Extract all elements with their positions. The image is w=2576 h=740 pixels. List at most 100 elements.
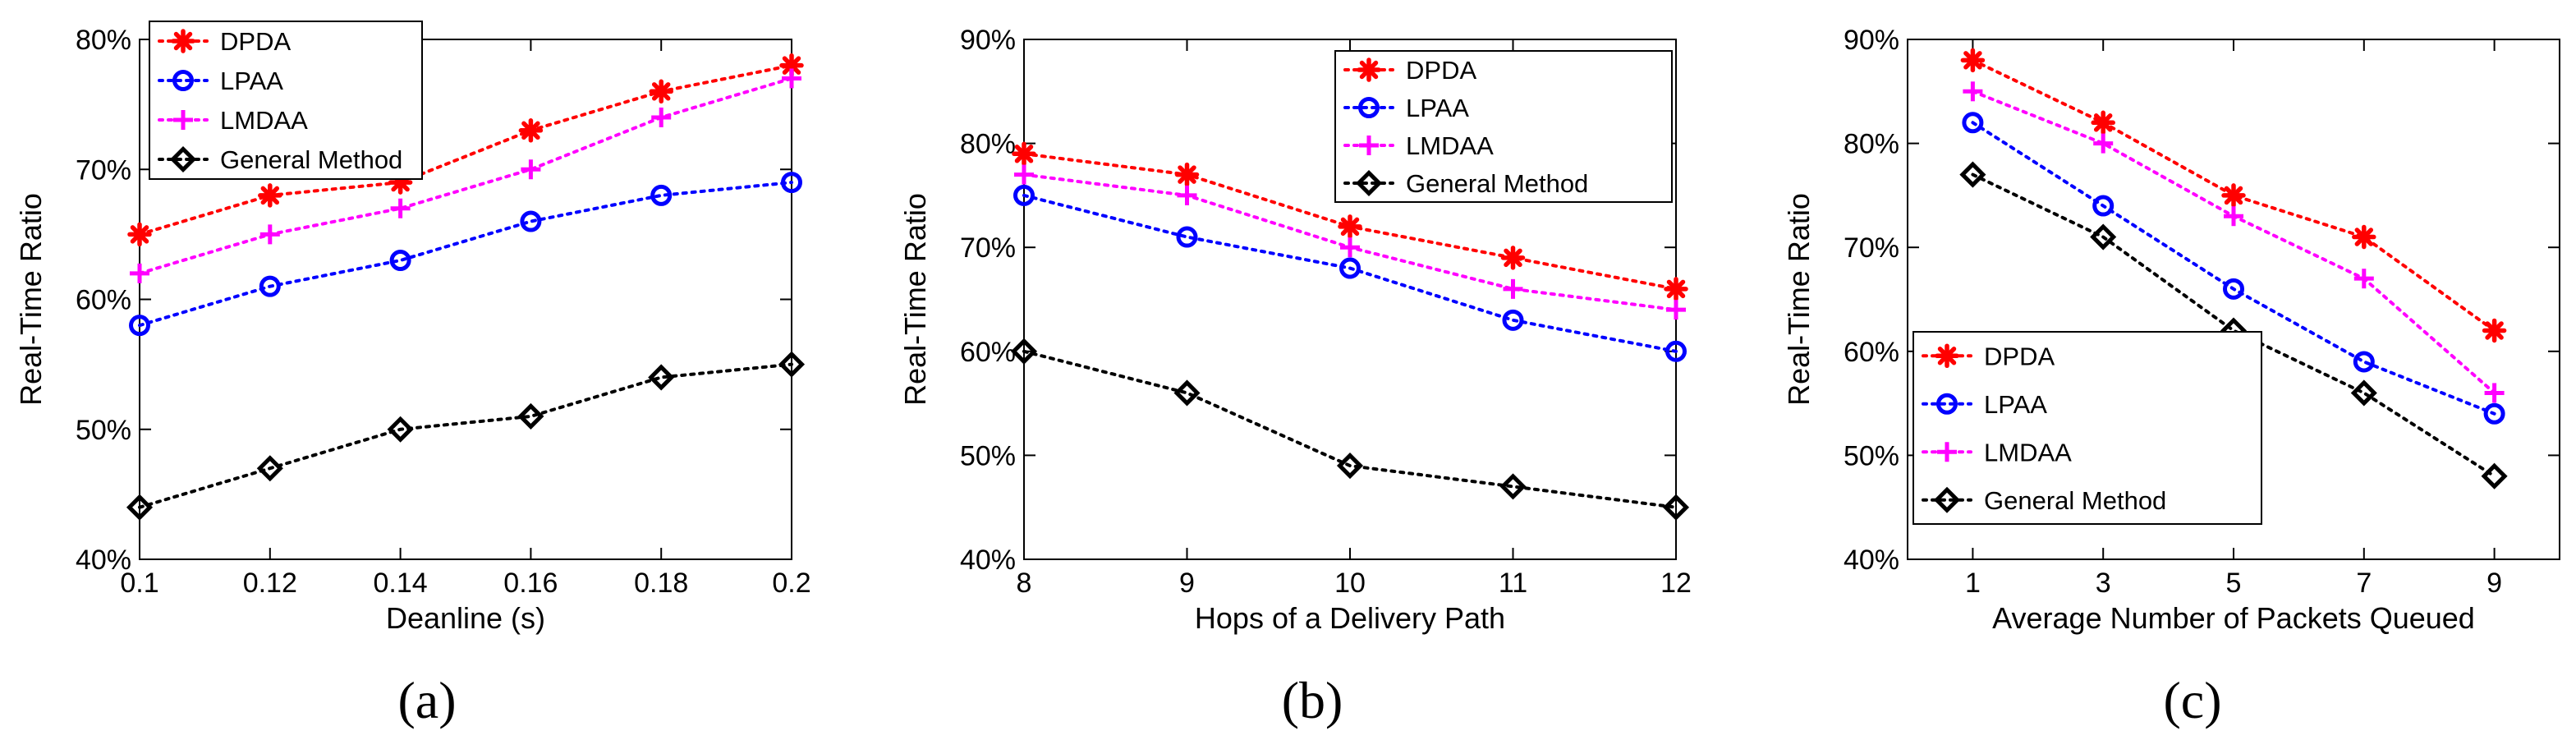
data-point-general-method bbox=[648, 364, 675, 391]
x-tick-label: 12 bbox=[1660, 568, 1692, 599]
x-tick-label: 10 bbox=[1334, 568, 1366, 599]
x-axis-label: Average Number of Packets Queued bbox=[1992, 601, 2475, 635]
legend-marker-lmdaa bbox=[1937, 442, 1957, 462]
chart-panel-c: 40% 50% 60% 70% 80% 90% 1 3 5 7 9 Average Number of… bbox=[1782, 25, 2560, 729]
legend-marker-lmdaa bbox=[1359, 136, 1379, 155]
series-lpaa bbox=[1013, 184, 1687, 362]
data-point-lmdaa bbox=[2093, 133, 2114, 154]
y-tick-label: 40% bbox=[1844, 545, 1899, 576]
x-tick-label: 0.18 bbox=[634, 568, 688, 599]
data-point-dpda bbox=[1664, 277, 1688, 301]
legend-label-lpaa: LPAA bbox=[1984, 390, 2047, 419]
data-point-lmdaa bbox=[521, 159, 541, 180]
data-point-lmdaa bbox=[2484, 383, 2505, 403]
y-axis-label: Real-Time Ratio bbox=[898, 193, 932, 406]
data-point-general-method bbox=[1010, 338, 1038, 365]
x-tick-label: 0.14 bbox=[374, 568, 428, 599]
data-point-dpda bbox=[649, 79, 673, 104]
data-point-lmdaa bbox=[2353, 269, 2374, 289]
legend-marker-general-method bbox=[169, 145, 197, 173]
series-general-method bbox=[126, 351, 806, 521]
x-tick-label: 11 bbox=[1499, 568, 1527, 599]
data-point-dpda bbox=[2091, 110, 2115, 136]
chart-panel-a: 40% 50% 60% 70% 80% 0.1 0.12 0.14 0.16 0.18 0.2 Dea… bbox=[14, 21, 811, 729]
data-point-lpaa bbox=[781, 172, 802, 194]
data-point-lmdaa bbox=[1177, 185, 1197, 205]
data-point-dpda bbox=[127, 222, 152, 247]
x-tick-label: 0.2 bbox=[772, 568, 810, 599]
chart-panel-b: 40% 50% 60% 70% 80% 90% 8 9 10 11 12 Hops of a Deli… bbox=[898, 25, 1692, 729]
x-tick-label: 0.12 bbox=[243, 568, 297, 599]
y-tick-label: 70% bbox=[76, 154, 131, 186]
series-line-lpaa bbox=[1022, 193, 1678, 353]
series-lmdaa bbox=[1963, 81, 2505, 403]
legend-box bbox=[1912, 331, 2262, 525]
legend-marker-general-method bbox=[1355, 169, 1383, 197]
legend-marker-dpda bbox=[1935, 343, 1959, 368]
legend-marker-lmdaa bbox=[173, 110, 193, 130]
legend-marker-general-method bbox=[1933, 486, 1961, 513]
data-point-lmdaa bbox=[782, 68, 801, 89]
data-point-lmdaa bbox=[390, 198, 411, 218]
data-point-general-method bbox=[1173, 379, 1201, 407]
series-line-lpaa bbox=[1971, 121, 2496, 416]
data-point-lpaa bbox=[1339, 257, 1361, 279]
legend-label-general-method: General Method bbox=[1406, 169, 1588, 198]
x-axis-label: Deanline (s) bbox=[386, 601, 545, 635]
data-point-lmdaa bbox=[1014, 164, 1034, 185]
data-point-general-method bbox=[1499, 473, 1527, 500]
x-tick-label: 0.16 bbox=[503, 568, 558, 599]
legend-label-lpaa: LPAA bbox=[220, 67, 283, 95]
subfigure-caption: (b) bbox=[1282, 671, 1343, 729]
legend-label-lmdaa: LMDAA bbox=[220, 106, 308, 135]
subfigure-caption: (a) bbox=[397, 671, 456, 729]
series-dpda bbox=[1012, 141, 1688, 301]
series-lmdaa bbox=[1014, 164, 1686, 320]
legend-marker-dpda bbox=[1357, 57, 1381, 82]
series-line-general-method bbox=[1022, 349, 1678, 509]
legend-marker-dpda bbox=[171, 29, 195, 53]
data-point-dpda bbox=[1500, 246, 1526, 270]
x-tick-label: 9 bbox=[2486, 568, 2502, 599]
y-tick-label: 70% bbox=[960, 232, 1016, 264]
data-point-lpaa bbox=[2223, 278, 2244, 300]
series-lmdaa bbox=[130, 68, 801, 283]
data-point-dpda bbox=[2352, 224, 2376, 250]
data-point-lpaa bbox=[389, 250, 411, 272]
data-point-lmdaa bbox=[1503, 278, 1523, 299]
series-line-dpda bbox=[138, 63, 793, 237]
x-tick-label: 3 bbox=[2096, 568, 2111, 599]
data-point-lmdaa bbox=[651, 107, 672, 127]
y-axis-label: Real-Time Ratio bbox=[14, 193, 48, 406]
legend-marker-lpaa bbox=[1936, 393, 1958, 415]
y-axis-label: Real-Time Ratio bbox=[1782, 193, 1816, 406]
data-point-lpaa bbox=[1962, 112, 1984, 134]
legend-label-lpaa: LPAA bbox=[1406, 94, 1469, 122]
legend-label-lmdaa: LMDAA bbox=[1406, 131, 1494, 160]
data-point-general-method bbox=[2481, 462, 2508, 490]
data-point-lpaa bbox=[129, 315, 150, 337]
series-lpaa bbox=[129, 172, 802, 337]
data-point-lmdaa bbox=[259, 224, 280, 245]
series-general-method bbox=[1010, 338, 1690, 521]
y-tick-label: 50% bbox=[76, 415, 131, 446]
y-tick-label: 80% bbox=[1844, 129, 1899, 160]
data-point-general-method bbox=[126, 494, 154, 521]
y-tick-label: 40% bbox=[76, 545, 131, 576]
y-tick-label: 40% bbox=[960, 545, 1016, 576]
data-point-lpaa bbox=[650, 184, 673, 206]
data-point-lpaa bbox=[1665, 340, 1687, 362]
data-point-general-method bbox=[2090, 223, 2117, 250]
y-tick-label: 90% bbox=[960, 25, 1016, 56]
data-point-general-method bbox=[1336, 453, 1364, 480]
data-point-general-method bbox=[517, 402, 544, 430]
data-point-dpda bbox=[1174, 162, 1200, 187]
x-tick-label: 5 bbox=[2226, 568, 2242, 599]
y-tick-label: 50% bbox=[1844, 440, 1899, 471]
y-tick-label: 80% bbox=[76, 25, 131, 56]
data-point-lpaa bbox=[520, 210, 542, 232]
x-tick-label: 0.1 bbox=[120, 568, 158, 599]
data-point-lpaa bbox=[1176, 226, 1198, 248]
series-line-general-method bbox=[1971, 172, 2496, 478]
